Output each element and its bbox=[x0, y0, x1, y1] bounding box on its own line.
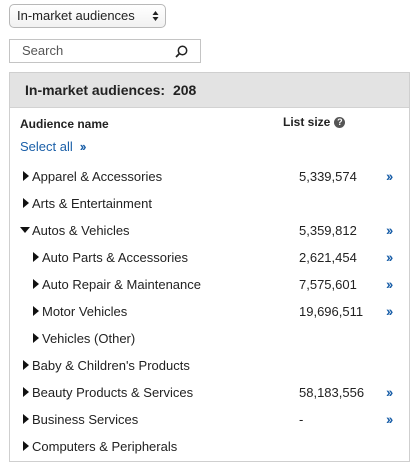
list-size-value: 7,575,601 bbox=[299, 277, 357, 292]
expand-arrow-icon[interactable] bbox=[23, 387, 29, 397]
audience-row-auto-parts[interactable]: Auto Parts & Accessories 2,621,454 ›› bbox=[10, 245, 409, 272]
select-arrows-icon bbox=[152, 11, 159, 21]
audience-type-value: In-market audiences bbox=[17, 8, 135, 23]
audience-label: Autos & Vehicles bbox=[32, 223, 130, 238]
audience-row-business[interactable]: Business Services - ›› bbox=[10, 407, 409, 434]
audience-row-baby[interactable]: Baby & Children's Products bbox=[10, 353, 409, 380]
expand-arrow-icon[interactable] bbox=[23, 171, 29, 181]
audience-row-motor-vehicles[interactable]: Motor Vehicles 19,696,511 ›› bbox=[10, 299, 409, 326]
expand-arrow-icon[interactable] bbox=[33, 279, 39, 289]
add-audience-icon[interactable]: ›› bbox=[386, 222, 393, 238]
audience-count: 208 bbox=[172, 82, 197, 98]
audience-label: Apparel & Accessories bbox=[32, 169, 163, 184]
audience-row-autos[interactable]: Autos & Vehicles 5,359,812 ›› bbox=[10, 218, 409, 245]
search-placeholder: Search bbox=[22, 43, 64, 58]
expand-arrow-icon[interactable] bbox=[23, 441, 29, 451]
audience-panel: In-market audiences: 208 Audience name L… bbox=[9, 72, 410, 462]
panel-title: In-market audiences: bbox=[25, 82, 166, 98]
list-size-value: 19,696,511 bbox=[299, 304, 364, 319]
audience-row-arts[interactable]: Arts & Entertainment bbox=[10, 191, 409, 218]
audience-row-apparel[interactable]: Apparel & Accessories 5,339,574 ›› bbox=[10, 164, 409, 191]
add-audience-icon[interactable]: ›› bbox=[386, 411, 393, 427]
search-input[interactable]: Search bbox=[9, 39, 201, 63]
expand-arrow-icon[interactable] bbox=[33, 306, 39, 316]
list-size-value: - bbox=[299, 412, 304, 427]
column-list-size-label: List size bbox=[283, 115, 331, 129]
column-list-size: List size? bbox=[283, 115, 346, 129]
audience-row-beauty[interactable]: Beauty Products & Services 58,183,556 ›› bbox=[10, 380, 409, 407]
double-chevron-right-icon: ›› bbox=[79, 139, 87, 154]
list-size-value: 5,339,574 bbox=[299, 169, 357, 184]
audience-label: Baby & Children's Products bbox=[32, 358, 190, 373]
audience-row-vehicles-other[interactable]: Vehicles (Other) bbox=[10, 326, 409, 353]
audience-row-computers[interactable]: Computers & Peripherals bbox=[10, 434, 409, 461]
expand-arrow-icon[interactable] bbox=[23, 414, 29, 424]
search-icon[interactable] bbox=[175, 45, 188, 58]
column-audience-name: Audience name bbox=[20, 117, 109, 131]
audience-label: Auto Parts & Accessories bbox=[42, 250, 188, 265]
help-icon[interactable]: ? bbox=[334, 117, 346, 128]
audience-type-select[interactable]: In-market audiences bbox=[9, 4, 166, 28]
expand-arrow-icon[interactable] bbox=[23, 198, 29, 208]
panel-header: In-market audiences: 208 bbox=[10, 73, 409, 108]
select-all-label: Select all bbox=[20, 139, 73, 154]
audience-label: Auto Repair & Maintenance bbox=[42, 277, 201, 292]
select-all-link[interactable]: Select all ›› bbox=[20, 139, 87, 154]
list-size-value: 5,359,812 bbox=[299, 223, 357, 238]
audience-label: Business Services bbox=[32, 412, 139, 427]
expand-arrow-icon[interactable] bbox=[33, 252, 39, 262]
add-audience-icon[interactable]: ›› bbox=[386, 303, 393, 319]
audience-label: Motor Vehicles bbox=[42, 304, 128, 319]
audience-row-auto-repair[interactable]: Auto Repair & Maintenance 7,575,601 ›› bbox=[10, 272, 409, 299]
audience-label: Computers & Peripherals bbox=[32, 439, 178, 454]
add-audience-icon[interactable]: ›› bbox=[386, 384, 393, 400]
audience-label: Arts & Entertainment bbox=[32, 196, 152, 211]
add-audience-icon[interactable]: ›› bbox=[386, 168, 393, 184]
audience-label: Vehicles (Other) bbox=[42, 331, 136, 346]
add-audience-icon[interactable]: ›› bbox=[386, 276, 393, 292]
collapse-arrow-icon[interactable] bbox=[20, 227, 30, 233]
audience-label: Beauty Products & Services bbox=[32, 385, 194, 400]
expand-arrow-icon[interactable] bbox=[33, 333, 39, 343]
list-size-value: 58,183,556 bbox=[299, 385, 365, 400]
list-size-value: 2,621,454 bbox=[299, 250, 357, 265]
add-audience-icon[interactable]: ›› bbox=[386, 249, 393, 265]
expand-arrow-icon[interactable] bbox=[23, 360, 29, 370]
column-headers: Audience name List size? bbox=[10, 108, 409, 134]
